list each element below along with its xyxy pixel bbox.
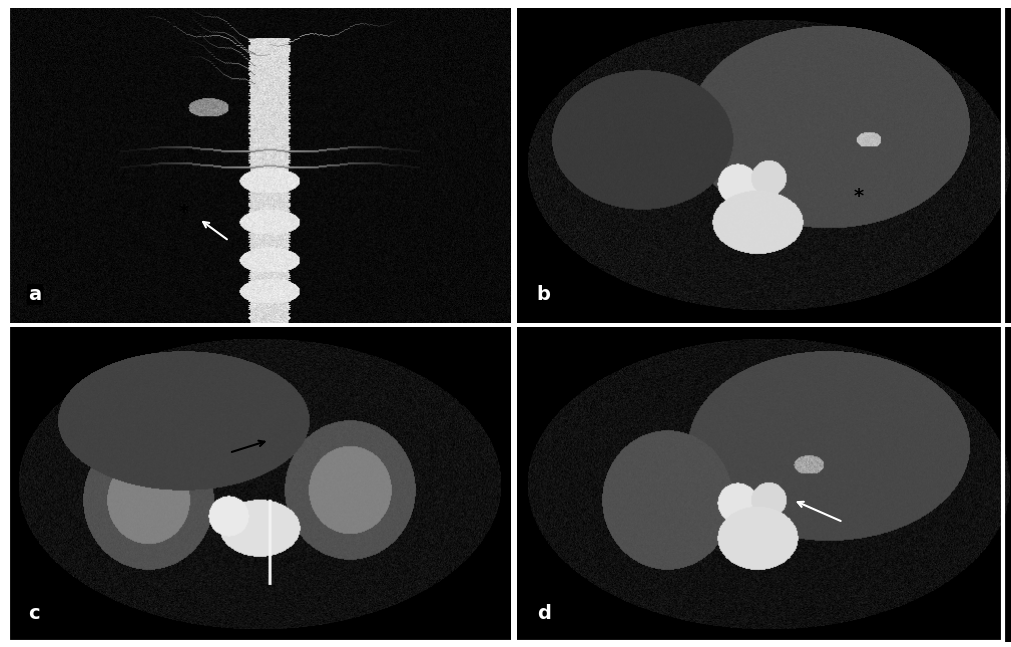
Text: b: b (537, 285, 551, 304)
Text: *: * (853, 188, 863, 206)
Text: d: d (537, 604, 551, 623)
Text: c: c (28, 604, 39, 623)
Text: a: a (28, 285, 41, 304)
Text: *: * (179, 203, 189, 222)
